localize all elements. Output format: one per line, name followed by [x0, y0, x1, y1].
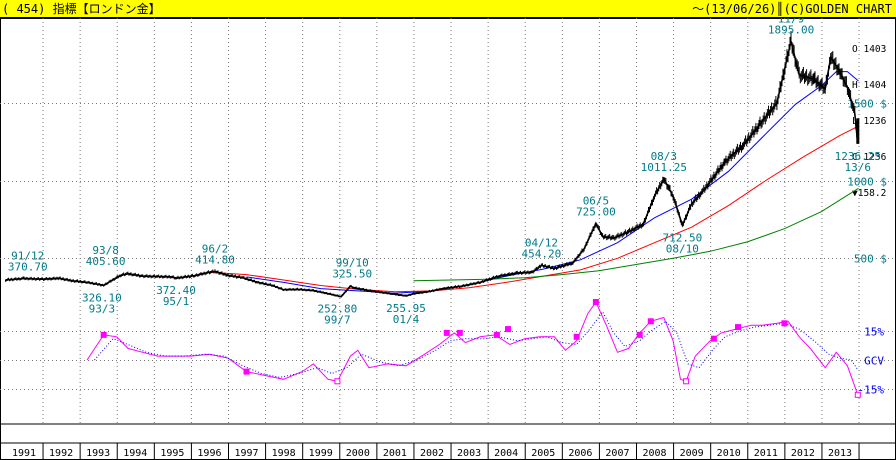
price-annotation: 06/5 — [583, 194, 610, 207]
year-label: 2000 — [346, 448, 370, 459]
chart-title: ( 454) 指標【ロンドン金】 — [2, 2, 161, 16]
price-annotation: 99/10 — [336, 256, 369, 269]
ma_short-line — [246, 71, 859, 294]
year-label: 2001 — [383, 448, 407, 459]
price-annotation: 95/1 — [163, 295, 190, 308]
year-label: 2005 — [531, 448, 555, 459]
year-label: 1994 — [123, 448, 147, 459]
year-label: 2007 — [605, 448, 629, 459]
year-label: 1993 — [86, 448, 110, 459]
year-label: 2004 — [494, 448, 518, 459]
oscillator-marker — [505, 326, 511, 333]
oscillator-marker — [100, 331, 107, 338]
year-label: 2003 — [457, 448, 481, 459]
osc-tick-label: 15% — [864, 326, 884, 339]
year-label: 1997 — [234, 448, 258, 459]
year-label: 1998 — [272, 448, 296, 459]
price-annotation: 1011.25 — [641, 161, 687, 174]
price-annotation: 96/2 — [202, 243, 229, 256]
oscillator-marker — [636, 331, 643, 338]
price-tick-label: 500 $ — [854, 253, 887, 266]
price-annotation: 08/10 — [666, 242, 699, 255]
chart-border — [0, 18, 896, 460]
price-annotation: 252.80 — [318, 303, 358, 316]
price-tick-label: 1000 $ — [847, 176, 887, 189]
price-annotation: 1236.25 — [835, 150, 881, 163]
year-label: 1995 — [160, 448, 184, 459]
price-annotation: 91/12 — [11, 249, 44, 262]
osc-tick-label: GCV — [864, 355, 884, 368]
price-annotation: 405.60 — [86, 255, 126, 268]
oscillator-marker — [456, 329, 463, 336]
ohlc-change: ▼158.2 — [852, 188, 887, 199]
year-label: 1996 — [197, 448, 221, 459]
signal-line — [94, 310, 859, 378]
osc-tick-label: -15% — [858, 384, 885, 397]
year-label: 2006 — [568, 448, 592, 459]
price-annotation: 04/12 — [525, 236, 558, 249]
year-label: 1992 — [49, 448, 73, 459]
chart-date-copyright: ～(13/06/26)║(C)GOLDEN CHART — [692, 2, 892, 16]
price-annotation: 725.00 — [576, 205, 616, 218]
oscillator-marker — [710, 335, 717, 342]
oscillator-marker — [735, 324, 741, 331]
price-annotation: 712.50 — [662, 231, 702, 244]
price-annotation: 326.10 — [82, 291, 122, 304]
oscillator-marker — [493, 331, 500, 338]
price-annotation: 01/4 — [393, 313, 420, 326]
price-annotation: 414.80 — [195, 254, 235, 267]
chart-svg: 1991 1992 1993 1994 1995 1996 1997 1998 1999 2000… — [0, 18, 896, 460]
ma_mid-line — [209, 125, 859, 293]
price-annotation: 1895.00 — [768, 23, 814, 36]
oscillator-marker — [592, 299, 599, 305]
year-label: 2011 — [754, 448, 778, 459]
price-annotation: 13/6 — [845, 161, 872, 174]
ohlc-open: O 1403 — [852, 44, 887, 55]
price-annotation: 93/3 — [89, 302, 116, 315]
year-label: 2002 — [420, 448, 444, 459]
price-annotation: 370.70 — [8, 260, 48, 273]
year-label: 1999 — [309, 448, 333, 459]
year-label: 2009 — [680, 448, 704, 459]
oscillator-marker — [334, 378, 341, 385]
price-annotation: 93/8 — [92, 244, 119, 257]
ohlc-high: H 1404 — [852, 80, 887, 91]
price-tick-label: 1500 $ — [847, 98, 887, 111]
price-annotation: 255.95 — [386, 302, 426, 315]
title-bar: ( 454) 指標【ロンドン金】 ～(13/06/26)║(C)GOLDEN C… — [0, 0, 896, 18]
year-label: 2008 — [642, 448, 666, 459]
oscillator-marker — [573, 333, 580, 340]
oscillator-line — [86, 300, 859, 395]
price-annotation: 99/7 — [324, 314, 351, 327]
year-label: 2013 — [828, 448, 852, 459]
oscillator-marker — [443, 329, 450, 336]
price-annotation: 454.20 — [522, 247, 562, 260]
price-annotation: 08/3 — [651, 150, 678, 163]
oscillator-marker — [243, 368, 250, 375]
oscillator-marker — [854, 391, 861, 398]
price-annotation: 372.40 — [156, 284, 196, 297]
price-annotation: 325.50 — [332, 267, 372, 280]
oscillator-marker — [781, 320, 788, 327]
oscillator-marker — [683, 378, 690, 385]
price-line — [5, 41, 859, 298]
year-label: 2012 — [791, 448, 815, 459]
year-label: 2010 — [717, 448, 741, 459]
oscillator-marker — [647, 318, 654, 325]
price-annotation: 11/9 — [778, 18, 805, 25]
ohlc-close: C 1236 — [852, 152, 887, 163]
year-label: 1991 — [12, 448, 36, 459]
